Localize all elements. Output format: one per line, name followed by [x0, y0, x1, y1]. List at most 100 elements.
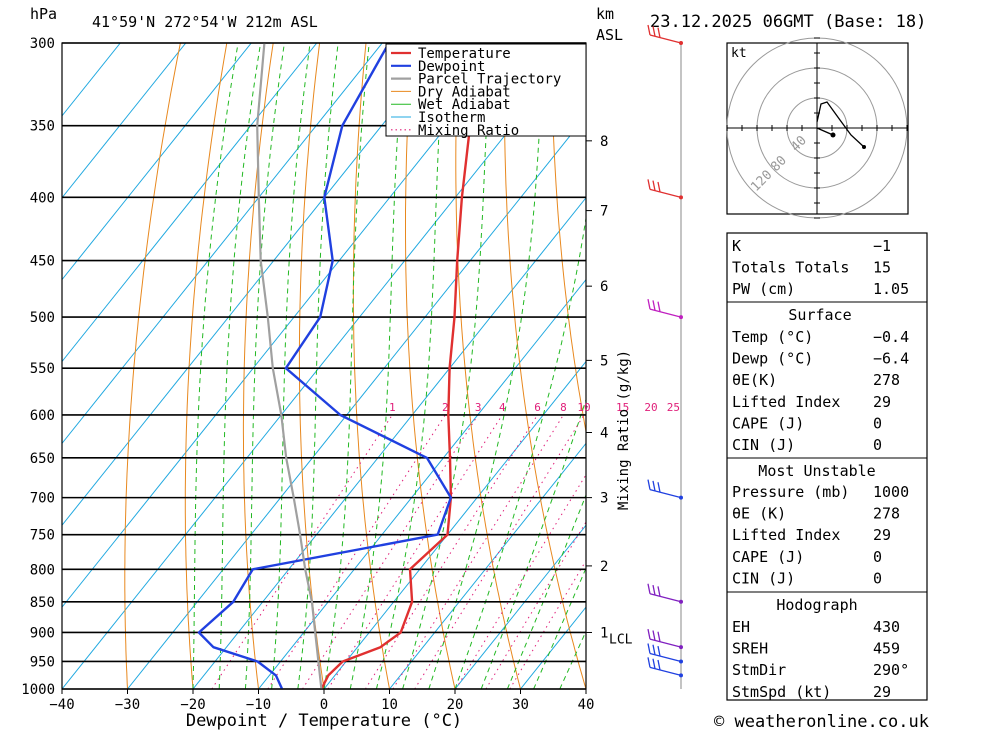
pressure-tick-label: 750 — [30, 528, 55, 544]
legend-label: Mixing Ratio — [418, 123, 519, 139]
pressure-tick-label: 300 — [30, 36, 55, 52]
hodograph-index-label: StmSpd (kt) — [732, 683, 831, 701]
x-axis-label: Dewpoint / Temperature (°C) — [186, 711, 462, 731]
mixing-ratio-label: 8 — [560, 401, 567, 414]
mixing-ratio-label: 10 — [577, 401, 590, 414]
isotherm-line — [62, 43, 252, 281]
x-tick-label: 30 — [512, 697, 529, 713]
pressure-tick-label: 500 — [30, 310, 55, 326]
x-tick-label: 20 — [447, 697, 464, 713]
hodograph-index-label: SREH — [732, 640, 768, 658]
most-unstable-value: 0 — [873, 548, 882, 566]
location-title: 41°59'N 272°54'W 212m ASL — [92, 13, 318, 31]
wet-adiabat-line — [402, 43, 491, 689]
isotherm-line — [62, 43, 580, 689]
km-tick-label: 2 — [600, 559, 608, 575]
series-dewpoint — [197, 43, 453, 689]
isotherm-line — [258, 278, 586, 689]
wind-barb — [647, 583, 682, 603]
km-tick-label: 7 — [600, 204, 608, 220]
wet-adiabat-line — [218, 43, 262, 689]
most-unstable-value: 278 — [873, 505, 900, 523]
mixing-ratio-line — [267, 414, 446, 689]
wet-adiabat-line — [533, 567, 586, 689]
x-tick-label: 0 — [320, 697, 328, 713]
legend-label: Parcel Trajectory — [418, 72, 561, 88]
hodograph-index-label: StmDir — [732, 661, 786, 679]
pressure-tick-label: 450 — [30, 254, 55, 270]
wet-adiabat-line — [271, 43, 311, 689]
dry-adiabat-line — [405, 43, 456, 689]
dry-adiabat-line — [970, 43, 1000, 689]
legend-label: Isotherm — [418, 110, 485, 126]
most-unstable-label: θE (K) — [732, 505, 786, 523]
asl-label: ASL — [596, 26, 623, 44]
surface-value: −6.4 — [873, 350, 909, 368]
wind-barb — [647, 643, 682, 663]
hodograph-index-value: 290° — [873, 661, 909, 679]
isotherm-line — [389, 442, 586, 689]
hpa-label: hPa — [30, 5, 57, 23]
surface-value: 0 — [873, 436, 882, 454]
surface-value: 278 — [873, 371, 900, 389]
datetime-title: 23.12.2025 06GMT (Base: 18) — [650, 12, 926, 32]
pressure-tick-label: 350 — [30, 119, 55, 135]
km-tick-label: 8 — [600, 134, 608, 150]
surface-value: 0 — [873, 414, 882, 432]
hodograph-unit: kt — [731, 46, 747, 61]
legend-label: Wet Adiabat — [418, 97, 511, 113]
wind-barb — [647, 179, 682, 198]
surface-title: Surface — [788, 306, 851, 324]
surface-label: Dewp (°C) — [732, 350, 813, 368]
most-unstable-title: Most Unstable — [758, 462, 875, 480]
storm-motion-vector — [816, 127, 834, 136]
km-axis: 8 7 6 5 4 3 2 1 LCL — [586, 134, 633, 647]
mixing-ratio-line — [302, 414, 479, 689]
dry-adiabat-line — [923, 43, 1000, 689]
wind-barb — [647, 24, 682, 44]
isotherm-line — [62, 43, 187, 199]
x-tick-label: −40 — [49, 697, 74, 713]
legend-label: Temperature — [418, 46, 511, 62]
wet-adiabat-line — [428, 43, 545, 689]
mixing-ratio-line — [392, 414, 564, 689]
isotherm-line — [454, 524, 586, 689]
km-tick-label: 4 — [600, 426, 608, 442]
surface-label: θE(K) — [732, 371, 777, 389]
wet-adiabat-line — [192, 43, 239, 689]
isotherm-line — [62, 43, 514, 608]
pressure-tick-label: 600 — [30, 408, 55, 424]
wind-barb — [647, 629, 682, 648]
most-unstable-label: Pressure (mb) — [732, 483, 849, 501]
dry-adiabat-line — [551, 43, 586, 435]
mixing-ratio-label: 1 — [389, 401, 396, 414]
legend-label: Dewpoint — [418, 59, 485, 75]
x-tick-label: −20 — [180, 697, 205, 713]
most-unstable-label: Lifted Index — [732, 526, 840, 544]
wind-barb — [647, 479, 682, 499]
km-tick-label: 1 — [600, 625, 608, 641]
surface-label: Lifted Index — [732, 393, 840, 411]
most-unstable-value: 29 — [873, 526, 891, 544]
pressure-tick-label: 550 — [30, 361, 55, 377]
surface-value: 29 — [873, 393, 891, 411]
index-label: K — [732, 237, 741, 255]
wet-adiabat-line — [244, 43, 285, 689]
most-unstable-value: 0 — [873, 569, 882, 587]
mixing-ratio-label: 20 — [644, 401, 657, 414]
mixing-ratio-label: 25 — [667, 401, 680, 414]
mixing-ratio-labels: 1 2 3 4 6 8 10 15 20 25 — [389, 401, 680, 414]
copyright: © weatheronline.co.uk — [714, 712, 929, 732]
mixing-ratio-label: 6 — [534, 401, 541, 414]
surface-label: CAPE (J) — [732, 414, 804, 432]
mixing-ratio-line — [327, 414, 503, 689]
wet-adiabat-line — [323, 43, 370, 689]
pressure-tick-label: 800 — [30, 562, 55, 578]
km-label: km — [596, 5, 614, 23]
km-tick-label: 5 — [600, 353, 608, 369]
isotherm-line — [62, 43, 383, 445]
isotherm-line — [192, 196, 586, 689]
mixing-ratio-label: 3 — [475, 401, 482, 414]
